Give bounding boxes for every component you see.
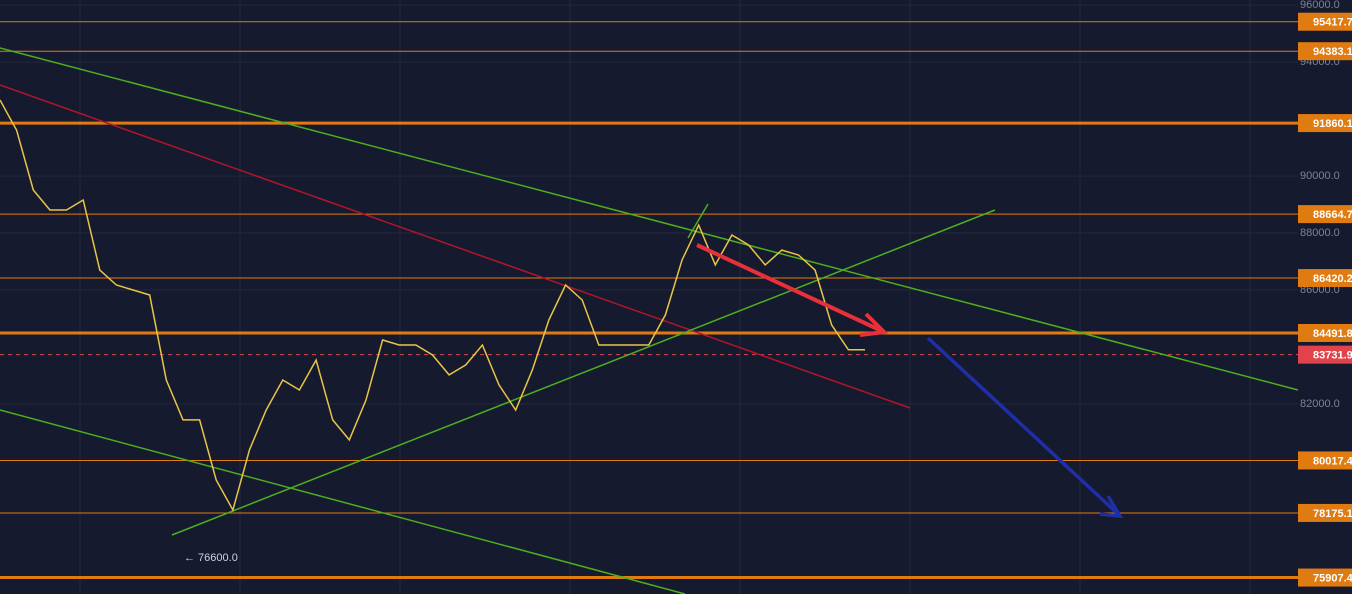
arrow [696,243,883,333]
level-label-box [1298,451,1352,470]
y-tick-label: 82000.0 [1300,398,1340,410]
level-label-box [1298,114,1352,133]
level-label: 88664.7 [1313,209,1352,221]
level-label: 95417.7 [1313,17,1352,29]
trendlines [0,47,1299,594]
trendline [171,209,996,536]
arrows [696,243,1124,519]
level-label: 78175.1 [1313,508,1352,520]
trendline [687,203,709,239]
y-axis: 96000.094000.090000.088000.086000.082000… [1298,0,1352,587]
level-label-box [1298,269,1352,288]
y-tick-label: 88000.0 [1300,227,1340,239]
arrow-head [859,312,889,337]
level-label: 94383.1 [1313,46,1352,58]
y-tick-label: 90000.0 [1300,170,1340,182]
level-label: 75907.4 [1313,572,1352,584]
level-label: 91860.1 [1313,118,1352,130]
level-label: 80017.4 [1313,455,1352,467]
vertical-grid [79,0,1251,594]
trendline [0,409,686,594]
current-price-box [1298,345,1352,364]
level-label: 86420.2 [1313,273,1352,285]
low-label: ← 76600.0 [184,552,238,564]
level-label-box [1298,568,1352,587]
level-label-box [1298,12,1352,31]
y-tick-label: 96000.0 [1300,0,1340,11]
trendline [0,84,911,409]
level-label-box [1298,205,1352,224]
grid [0,4,1298,405]
level-label-box [1298,42,1352,61]
trendline [0,47,1299,391]
arrow [926,336,1120,516]
arrow-head [1099,495,1124,519]
level-label-box [1298,323,1352,342]
level-label: 84491.8 [1313,328,1352,340]
current-price-label: 83731.9 [1313,350,1352,362]
level-label-box [1298,503,1352,522]
